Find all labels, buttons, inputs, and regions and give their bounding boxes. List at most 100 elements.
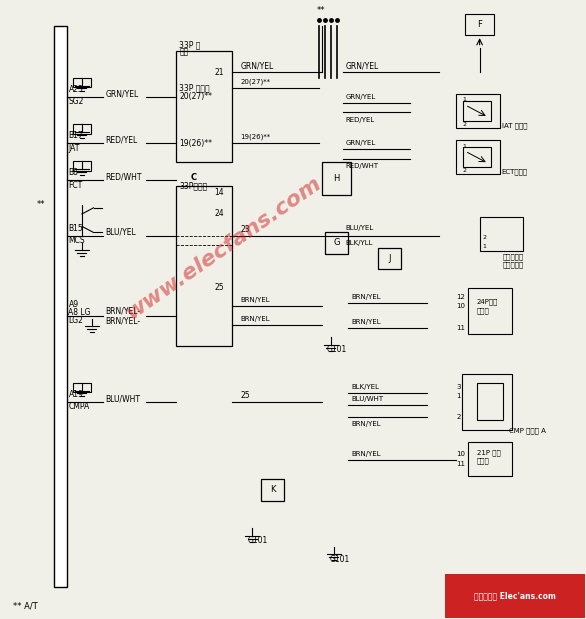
Text: 电子发烧友 Elec'ans.com: 电子发烧友 Elec'ans.com <box>473 592 556 600</box>
Bar <box>465 14 494 35</box>
Bar <box>176 186 231 347</box>
Text: 11: 11 <box>456 325 465 331</box>
Text: C: C <box>191 173 197 181</box>
Text: RED/WHT: RED/WHT <box>346 163 379 169</box>
Text: 柜接器: 柜接器 <box>477 308 489 314</box>
Text: 1: 1 <box>482 243 486 249</box>
Text: 23: 23 <box>240 225 250 234</box>
Bar <box>464 101 491 121</box>
Text: BRN/YEL-: BRN/YEL- <box>105 316 140 325</box>
Text: SG2: SG2 <box>69 97 84 106</box>
Text: CMP 传感器 A: CMP 传感器 A <box>509 427 546 433</box>
Text: BLK/YEL: BLK/YEL <box>352 384 379 389</box>
Text: B15: B15 <box>69 223 83 233</box>
Text: BRN/YEL-: BRN/YEL- <box>105 306 140 315</box>
Bar <box>464 147 491 167</box>
Text: MCS: MCS <box>69 236 85 245</box>
Bar <box>462 374 512 430</box>
Text: RED/YEL: RED/YEL <box>346 117 374 123</box>
Text: G101: G101 <box>247 536 268 545</box>
Text: A23: A23 <box>69 85 83 94</box>
Text: 插接器: 插接器 <box>477 458 489 464</box>
Text: LG2: LG2 <box>69 316 83 325</box>
Text: BLU/WHT: BLU/WHT <box>105 394 140 404</box>
Text: BRN/YEL: BRN/YEL <box>352 451 381 457</box>
Text: B8: B8 <box>69 168 79 177</box>
Text: FCT: FCT <box>69 181 83 189</box>
Text: BLU/WHT: BLU/WHT <box>352 396 383 402</box>
Text: H: H <box>333 174 340 183</box>
Bar <box>176 51 231 162</box>
Text: BRN/YEL: BRN/YEL <box>352 420 381 426</box>
Text: 25: 25 <box>214 284 224 292</box>
Text: 3: 3 <box>456 384 461 389</box>
Text: G101: G101 <box>327 345 347 354</box>
Bar <box>468 288 512 334</box>
Text: RED/WHT: RED/WHT <box>105 173 142 181</box>
Text: 33P 插: 33P 插 <box>179 40 200 49</box>
Text: 1: 1 <box>456 393 461 399</box>
Bar <box>325 233 349 254</box>
Bar <box>377 248 401 269</box>
Text: 2: 2 <box>462 168 466 173</box>
Text: F: F <box>477 20 482 29</box>
Text: BLU/YEL: BLU/YEL <box>346 225 374 231</box>
Text: A19: A19 <box>69 390 83 399</box>
Bar <box>468 442 512 476</box>
Text: 10: 10 <box>456 303 465 310</box>
Text: BRN/YEL: BRN/YEL <box>352 294 381 300</box>
Text: **: ** <box>317 6 325 15</box>
Text: G: G <box>333 238 340 248</box>
Text: 接器: 接器 <box>179 48 189 56</box>
Text: 33P 插接器: 33P 插接器 <box>179 83 210 92</box>
Bar <box>73 162 91 171</box>
Text: JAT: JAT <box>69 144 80 152</box>
Text: 12: 12 <box>456 294 465 300</box>
Bar <box>322 162 352 196</box>
Text: 发动机支架: 发动机支架 <box>503 254 524 261</box>
Text: 21P 总线: 21P 总线 <box>477 449 500 456</box>
Bar <box>73 124 91 134</box>
Text: 10: 10 <box>456 451 465 457</box>
Text: 20(27)**: 20(27)** <box>240 78 271 85</box>
Text: BLK/YLL: BLK/YLL <box>346 240 373 246</box>
Text: 2: 2 <box>456 414 461 420</box>
Text: 21: 21 <box>214 67 224 77</box>
Text: B17: B17 <box>69 131 83 141</box>
Text: G101: G101 <box>329 555 349 563</box>
Text: BRN/YEL: BRN/YEL <box>240 316 270 322</box>
Text: GRN/YEL: GRN/YEL <box>105 89 138 98</box>
Text: ** A/T: ** A/T <box>13 601 38 610</box>
Text: ECT传感器: ECT传感器 <box>502 169 528 175</box>
Text: BRN/YEL: BRN/YEL <box>240 297 270 303</box>
Text: RED/YEL: RED/YEL <box>105 136 138 145</box>
Text: GRN/YEL: GRN/YEL <box>346 62 379 71</box>
Bar <box>73 78 91 87</box>
Text: GRN/YEL: GRN/YEL <box>346 140 376 146</box>
Text: IAT 传感器: IAT 传感器 <box>502 123 527 129</box>
Bar <box>73 383 91 392</box>
Text: 控制主磁阀: 控制主磁阀 <box>503 262 524 269</box>
Bar <box>456 94 500 128</box>
Text: 1: 1 <box>462 144 466 149</box>
Text: CMPA: CMPA <box>69 402 90 412</box>
Text: 24P接线: 24P接线 <box>477 299 498 305</box>
Text: 19(26)**: 19(26)** <box>240 134 271 141</box>
Text: BLU/YEL: BLU/YEL <box>105 228 136 237</box>
Bar <box>54 26 67 587</box>
Text: 14: 14 <box>214 188 224 197</box>
Text: 1: 1 <box>462 97 466 103</box>
Bar <box>477 383 503 420</box>
Text: K: K <box>270 485 275 494</box>
Text: 25: 25 <box>240 391 250 400</box>
Text: 2: 2 <box>462 122 466 127</box>
Text: 20(27)**: 20(27)** <box>179 92 212 102</box>
Bar <box>445 574 585 618</box>
Text: 11: 11 <box>456 461 465 467</box>
Bar <box>479 217 523 251</box>
Text: 19(26)**: 19(26)** <box>179 139 212 147</box>
Text: A9: A9 <box>69 300 79 309</box>
Text: J: J <box>388 254 390 264</box>
Text: 33P连接器: 33P连接器 <box>179 182 207 191</box>
Text: 24: 24 <box>214 209 224 219</box>
